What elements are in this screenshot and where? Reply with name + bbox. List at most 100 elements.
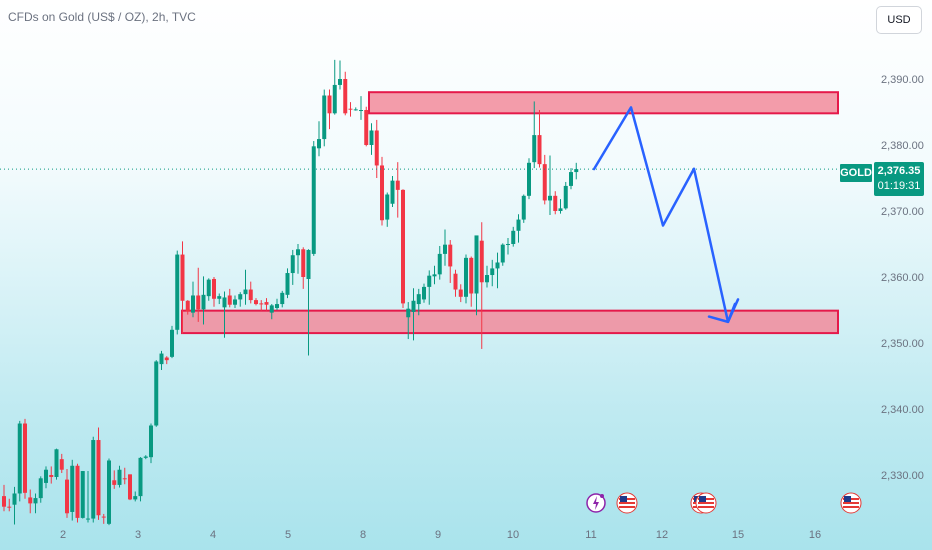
- flag-stripe: [619, 502, 635, 504]
- candle-body: [569, 172, 573, 186]
- candle-body: [343, 79, 348, 114]
- candle-body: [532, 135, 537, 163]
- candle-body: [479, 240, 484, 283]
- candle-body: [91, 440, 96, 519]
- currency-button[interactable]: USD: [876, 6, 922, 34]
- arrow-head: [707, 302, 737, 324]
- candle-body: [296, 249, 300, 256]
- candle-body: [574, 169, 579, 173]
- candle-body: [516, 219, 521, 231]
- candle-body: [411, 300, 416, 312]
- candle-body: [427, 275, 432, 287]
- candle-body: [437, 253, 442, 275]
- candle-body: [107, 460, 111, 524]
- lightning-icon: [593, 496, 599, 510]
- candle-body: [422, 286, 426, 300]
- candle-body: [264, 302, 269, 305]
- flag-stripe: [843, 506, 859, 508]
- flag-canton: [844, 496, 851, 502]
- candle-body: [122, 478, 127, 480]
- candle-body: [527, 162, 531, 196]
- candle-body: [500, 244, 505, 263]
- candle-body: [33, 498, 38, 504]
- candle-body: [553, 195, 558, 211]
- candle-body: [23, 423, 27, 493]
- candle-body: [259, 303, 264, 305]
- candle-body: [390, 180, 395, 204]
- candle-body: [38, 478, 43, 499]
- candle-body: [175, 254, 180, 330]
- candle-body: [54, 449, 59, 477]
- candle-body: [227, 295, 232, 305]
- candle-body: [369, 130, 374, 145]
- candle-body: [149, 425, 153, 458]
- candle-body: [180, 254, 185, 301]
- candle-body: [353, 109, 358, 111]
- last-price-value: 2,376.35: [877, 165, 921, 177]
- candle-body: [44, 469, 48, 483]
- candle-body: [406, 308, 411, 318]
- candle-body: [159, 353, 164, 365]
- candle-body: [196, 295, 201, 310]
- candle-body: [458, 289, 463, 297]
- flag-stripe: [619, 506, 635, 508]
- candle-body: [185, 300, 190, 312]
- candle-body: [101, 516, 106, 518]
- candle-body: [28, 497, 33, 504]
- y-tick-label: 2,340.00: [881, 404, 924, 416]
- flag-stripe: [843, 502, 859, 504]
- candle-body: [327, 95, 332, 114]
- candle-body: [537, 135, 542, 165]
- bar-countdown: 01:19:31: [877, 180, 921, 192]
- candle-body: [248, 289, 253, 301]
- projection-arrow: [592, 106, 740, 324]
- flag-stripe: [698, 502, 714, 504]
- candle-body: [17, 423, 22, 494]
- x-tick-label: 10: [507, 529, 519, 541]
- candle-body: [154, 361, 159, 426]
- x-tick-label: 2: [60, 529, 66, 541]
- candle-body: [416, 294, 421, 305]
- flag-canton: [699, 496, 706, 502]
- x-tick-label: 16: [809, 529, 821, 541]
- candle-body: [280, 292, 285, 305]
- candle-body: [332, 84, 337, 114]
- candle-body: [474, 235, 479, 294]
- candle-body: [542, 164, 547, 201]
- event-dot: [600, 494, 604, 498]
- candle-body: [233, 299, 237, 305]
- candle-body: [506, 244, 510, 245]
- candle-body: [338, 79, 342, 85]
- candle-body: [490, 268, 495, 276]
- candle-body: [364, 110, 369, 145]
- zone-rect: [368, 91, 839, 115]
- candle-body: [75, 465, 80, 518]
- candle-body: [348, 108, 353, 110]
- candle-body: [86, 518, 90, 520]
- candle-body: [290, 255, 295, 274]
- candle-body: [275, 304, 279, 309]
- candle-body: [306, 249, 311, 279]
- candle-body: [563, 185, 568, 209]
- candle-body: [49, 475, 54, 477]
- candle-body: [395, 180, 400, 190]
- x-tick-label: 12: [656, 529, 668, 541]
- zones: [181, 91, 839, 335]
- y-axis: 2,390.00 2,380.00 2,370.00 2,360.00 2,350.00…: [881, 74, 924, 482]
- candle-body: [511, 230, 516, 244]
- x-tick-label: 11: [585, 529, 596, 541]
- candle-body: [453, 273, 458, 290]
- candle-body: [374, 130, 379, 166]
- candle-body: [117, 469, 122, 485]
- candle-body: [243, 289, 248, 295]
- x-tick-label: 8: [360, 529, 366, 541]
- candle-body: [65, 479, 69, 514]
- event-icons: [586, 492, 862, 514]
- candle-body: [201, 294, 206, 310]
- y-tick-label: 2,370.00: [881, 206, 924, 218]
- candle-body: [269, 305, 274, 313]
- x-tick-label: 9: [435, 529, 441, 541]
- candle-body: [322, 95, 327, 140]
- candle-body: [443, 244, 447, 254]
